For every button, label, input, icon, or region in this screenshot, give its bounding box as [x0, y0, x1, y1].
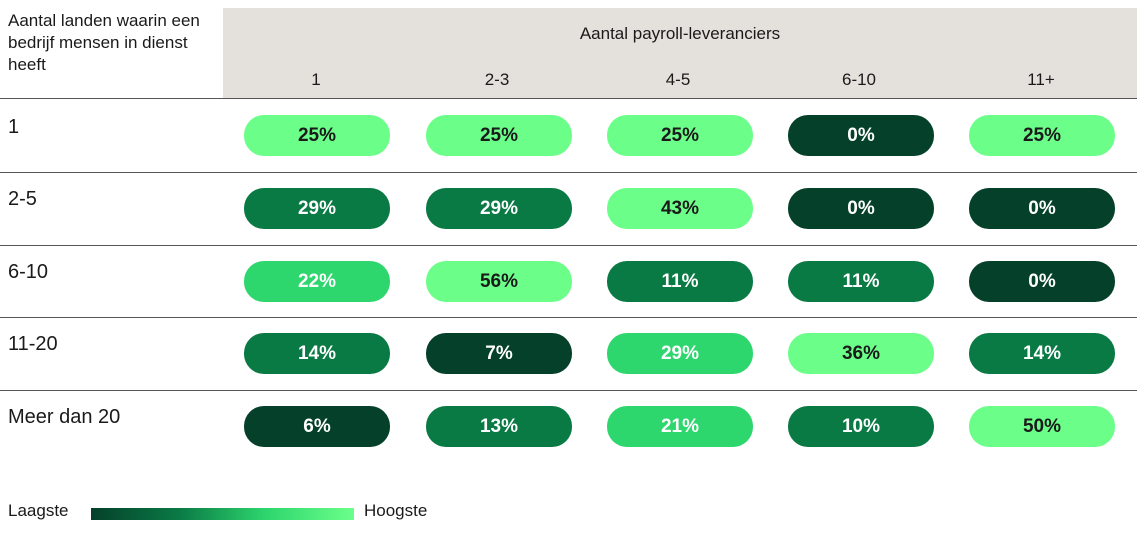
heatmap-cell: 36% [788, 333, 934, 374]
heatmap-cell: 21% [607, 406, 753, 447]
heatmap-cell: 0% [788, 188, 934, 229]
heatmap-cell: 13% [426, 406, 572, 447]
row-axis-title: Aantal landen waarin een bedrijf mensen … [8, 11, 200, 74]
heatmap-cell: 0% [969, 188, 1115, 229]
heatmap-cell: 25% [969, 115, 1115, 156]
heatmap-cell: 7% [426, 333, 572, 374]
heatmap-cell: 25% [426, 115, 572, 156]
column-axis-title: Aantal payroll-leveranciers [579, 24, 781, 43]
heatmap-cell: 0% [788, 115, 934, 156]
column-label: 2-3 [484, 70, 510, 89]
legend-gradient-bar [91, 508, 354, 520]
heatmap-cell: 50% [969, 406, 1115, 447]
column-label: 11+ [1027, 70, 1055, 89]
row-label: 6-10 [8, 261, 49, 283]
heatmap-cell: 14% [969, 333, 1115, 374]
heatmap-cell: 6% [244, 406, 390, 447]
heatmap-cell: 25% [244, 115, 390, 156]
heatmap-cell: 25% [607, 115, 753, 156]
heatmap-cell: 0% [969, 261, 1115, 302]
heatmap-cell: 43% [607, 188, 753, 229]
row-label: 2-5 [8, 188, 37, 210]
heatmap-cell: 29% [607, 333, 753, 374]
legend-low-label: Laagste [8, 501, 69, 520]
row-divider [0, 172, 1137, 173]
heatmap-cell: 11% [607, 261, 753, 302]
heatmap-cell: 29% [244, 188, 390, 229]
heatmap-cell: 56% [426, 261, 572, 302]
heatmap-cell: 11% [788, 261, 934, 302]
column-label: 4-5 [665, 70, 691, 89]
row-divider [0, 98, 1137, 99]
row-divider [0, 245, 1137, 246]
column-header-background [223, 8, 1137, 98]
heatmap-cell: 22% [244, 261, 390, 302]
column-label: 1 [311, 70, 321, 89]
legend-high-label: Hoogste [364, 501, 428, 520]
heatmap-cell: 29% [426, 188, 572, 229]
row-label: Meer dan 20 [8, 406, 121, 428]
row-divider [0, 317, 1137, 318]
row-label: 1 [8, 116, 20, 138]
column-label: 6-10 [841, 70, 877, 89]
heatmap-cell: 10% [788, 406, 934, 447]
row-divider [0, 390, 1137, 391]
row-label: 11-20 [8, 333, 58, 355]
heatmap-cell: 14% [244, 333, 390, 374]
